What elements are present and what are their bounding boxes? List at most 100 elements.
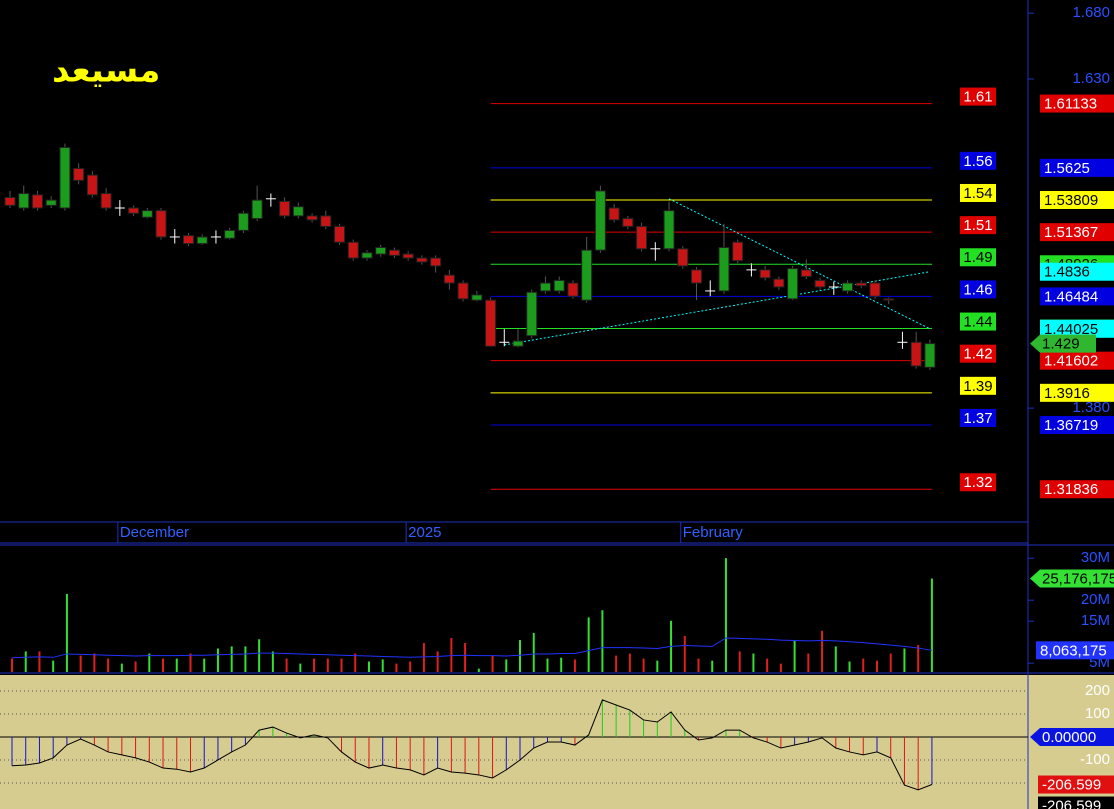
candle-body xyxy=(677,248,689,267)
level-label: 1.42 xyxy=(963,346,992,363)
level-label-bg xyxy=(960,344,996,363)
last-price-badge: 1.429 xyxy=(1042,336,1080,353)
price-badge-bg xyxy=(1040,262,1114,281)
candle-body xyxy=(86,174,98,196)
candle-body xyxy=(800,269,812,277)
price-badge-bg xyxy=(1040,223,1114,242)
candle-body xyxy=(361,252,373,259)
level-label: 1.32 xyxy=(963,474,992,491)
candle-body xyxy=(237,212,249,231)
oscillator-badge: -206.599 xyxy=(1042,776,1101,793)
oscillator-badge: -206.599 xyxy=(1042,797,1101,809)
price-badge-bg xyxy=(1040,480,1114,499)
price-badge: 1.3916 xyxy=(1044,385,1090,402)
level-label-bg xyxy=(960,216,996,235)
candle-body xyxy=(141,210,153,218)
candle-body xyxy=(18,193,30,209)
candle-body xyxy=(663,210,675,250)
candle-body xyxy=(375,246,387,255)
candle-body xyxy=(553,279,565,292)
candle-body xyxy=(732,241,744,262)
candle-body xyxy=(567,282,579,297)
price-badge: 1.61133 xyxy=(1044,96,1097,113)
price-badge-bg xyxy=(1040,190,1114,209)
candle-body xyxy=(691,269,702,284)
x-tick-label: February xyxy=(683,524,744,541)
candle-body xyxy=(787,268,799,300)
candle-body xyxy=(320,215,332,227)
candle-body xyxy=(416,257,428,263)
price-badge: 1.5625 xyxy=(1044,160,1090,177)
level-label-bg xyxy=(960,151,996,170)
candle-body xyxy=(292,206,304,217)
level-label: 1.39 xyxy=(963,378,992,395)
candle-body xyxy=(512,340,524,347)
y-tick-label: 1.680 xyxy=(1072,4,1110,21)
candle-body xyxy=(457,282,469,300)
price-badge: 1.46484 xyxy=(1044,288,1098,305)
candle-body xyxy=(594,190,606,251)
level-label-bg xyxy=(960,280,996,299)
chart-title: مسيعد xyxy=(52,51,160,91)
candle-body xyxy=(539,282,551,292)
candle-body xyxy=(855,282,867,287)
price-badge-bg xyxy=(1040,287,1114,306)
y-tick-label: 15M xyxy=(1081,612,1110,629)
y-tick-label: 20M xyxy=(1081,591,1110,608)
candle-body xyxy=(224,229,236,239)
candle-body xyxy=(31,194,43,209)
level-label-bg xyxy=(960,87,996,106)
candle-body xyxy=(636,225,648,250)
candle-body xyxy=(4,196,16,206)
candle-body xyxy=(306,215,318,221)
zero-badge-bg xyxy=(1030,727,1114,746)
level-label-bg xyxy=(960,408,996,427)
price-badge-bg xyxy=(1040,319,1114,338)
last-price-badge-bg xyxy=(1030,334,1096,353)
candle-body xyxy=(759,269,771,279)
level-label-bg xyxy=(960,376,996,395)
level-label: 1.54 xyxy=(963,185,992,202)
oscillator-line xyxy=(11,699,933,791)
candle-body xyxy=(155,210,167,238)
candle-body xyxy=(128,207,140,214)
level-label-bg xyxy=(960,183,996,202)
candle-body xyxy=(59,146,71,209)
candle-body xyxy=(430,257,442,267)
candle-body xyxy=(526,291,538,337)
level-label-bg xyxy=(960,473,996,492)
price-badge-bg xyxy=(1040,158,1114,177)
candle-body xyxy=(471,294,483,301)
candle-body xyxy=(814,279,826,288)
candle-body xyxy=(581,249,593,301)
candle-body xyxy=(443,274,455,284)
price-badge-bg xyxy=(1040,94,1114,113)
volume-badge-bg xyxy=(1030,569,1114,588)
candle-body xyxy=(388,249,400,256)
candle-body xyxy=(196,236,208,245)
level-label: 1.46 xyxy=(963,281,992,298)
average-badge: 8,063,175 xyxy=(1040,642,1107,659)
level-label: 1.61 xyxy=(963,89,992,106)
candle-body xyxy=(883,298,895,301)
level-label: 1.44 xyxy=(963,314,992,331)
level-label-bg xyxy=(960,312,996,331)
oscillator-badge-bg xyxy=(1038,796,1114,809)
price-badge: 1.4836 xyxy=(1044,264,1090,281)
price-badge: 1.51367 xyxy=(1044,224,1098,241)
level-label: 1.37 xyxy=(963,410,992,427)
price-badge: 1.41602 xyxy=(1044,353,1098,370)
price-badge-bg xyxy=(1040,415,1114,434)
candle-body xyxy=(100,193,112,209)
candle-body xyxy=(718,246,730,292)
level-label: 1.51 xyxy=(963,217,992,234)
price-badge-bg xyxy=(1040,351,1114,370)
level-label-bg xyxy=(960,248,996,267)
volume-average xyxy=(11,637,932,659)
candle-body xyxy=(402,253,414,259)
level-label: 1.49 xyxy=(963,249,992,266)
candle-body xyxy=(485,299,497,347)
y-tick-label: 1.380 xyxy=(1072,399,1110,416)
y-tick-label: -100 xyxy=(1080,751,1110,768)
